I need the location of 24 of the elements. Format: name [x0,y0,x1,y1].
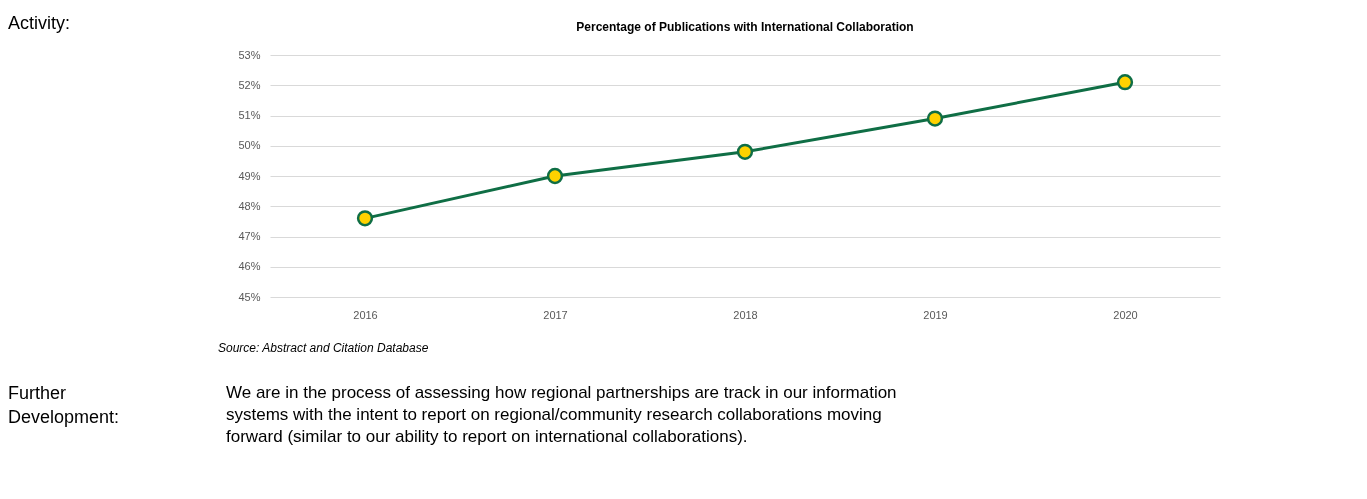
text: Further Development: [8,383,120,427]
x-tick-label: 2019 [923,308,948,321]
y-tick-label: 47% [238,230,261,242]
text: We are in the process of assessing how regional partnerships are track in our information systems with the intent to report on regional/community research collaborations moving forward (similar to our ability to report on international collaborations). [226,383,897,446]
y-tick-label: 49% [238,169,261,182]
source-note: Source: Abstract and Citation Database [218,341,429,355]
x-tick-label: 2017 [543,308,568,321]
y-tick-label: 46% [238,260,261,273]
y-tick-label: 50% [238,139,261,152]
y-tick-label: 48% [238,199,261,212]
point [546,167,564,185]
y-tick-label: 52% [238,78,261,91]
y-tick-label: 53% [238,48,261,61]
text: Activity: [8,13,71,33]
point [356,210,374,227]
point [926,110,944,127]
x-tick-label: 2016 [353,308,378,321]
point [1116,74,1134,91]
x-tick-label: 2020 [1113,308,1138,321]
point [736,143,754,160]
x-tick-label: 2018 [733,308,758,321]
chart-title: Percentage of Publications with International Collaboration [576,20,914,34]
y-tick-label: 45% [238,290,261,303]
y-tick-label: 51% [238,109,261,121]
